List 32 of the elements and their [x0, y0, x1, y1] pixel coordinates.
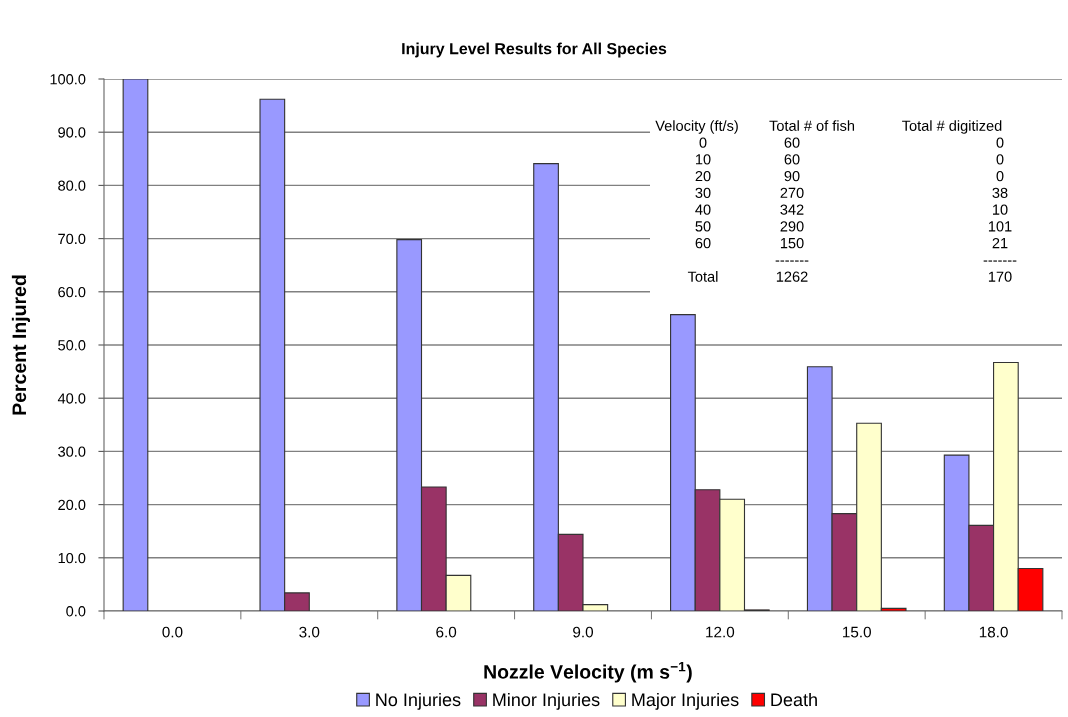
y-tick-label: 70.0 — [58, 233, 86, 245]
bar — [122, 79, 149, 611]
x-tick-label: 3.0 — [299, 626, 320, 638]
y-tick-label: 90.0 — [58, 127, 86, 138]
chart-title: Injury Level Results for All Species — [402, 42, 667, 58]
text: 0 0 0 38 10 101 21 ------- 170 — [983, 137, 1017, 282]
annotation: Total # digitized — [902, 120, 1002, 134]
y-tick-label: 40.0 — [57, 393, 86, 404]
x-tick-label: 12.0 — [706, 626, 735, 638]
y-tick-label: 30.0 — [58, 446, 86, 457]
text: 60 60 90 270 342 290 150 ------- 1262 — [775, 137, 809, 282]
legend-label: Death — [771, 692, 817, 707]
y-tick-label: 80.0 — [58, 180, 86, 191]
legend-label: Major Injuries — [632, 692, 739, 710]
legend-label: No Injuries — [376, 692, 461, 710]
y-tick-label: 100.0 — [50, 74, 86, 85]
y-tick-label: 10.0 — [58, 552, 86, 564]
x-tick-label: 9.0 — [573, 626, 594, 638]
y-tick-label: 50.0 — [58, 340, 86, 351]
annotation: Velocity (ft/s) — [655, 120, 738, 134]
x-tick-label: 0.0 — [162, 626, 183, 638]
y-tick-label: 0.0 — [66, 606, 86, 617]
x-axis-title: Nozzle Velocity (m s$^{−1}$) — [484, 662, 692, 683]
y-axis-title: Percent Injured — [11, 275, 30, 415]
annotation: Total # of fish — [769, 120, 855, 131]
x-tick-label: 15.0 — [843, 626, 871, 638]
text: 0 10 20 30 40 50 60 Total — [687, 137, 718, 282]
legend-label: Minor Injuries — [493, 692, 600, 710]
y-tick-label: 20.0 — [58, 499, 86, 511]
x-tick-label: 18.0 — [979, 626, 1008, 638]
x-tick-label: 6.0 — [436, 626, 457, 638]
y-tick-label: 60.0 — [58, 286, 86, 298]
